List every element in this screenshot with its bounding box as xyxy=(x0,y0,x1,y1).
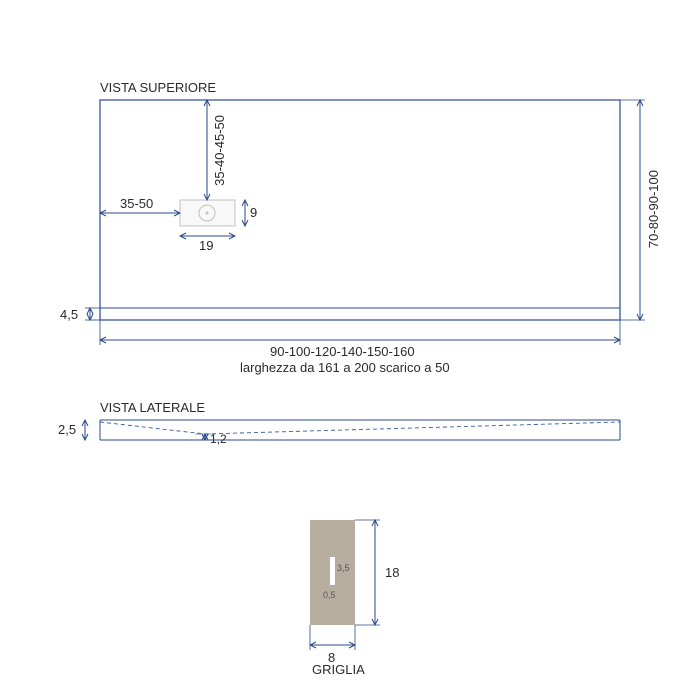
dim-drain-h: 9 xyxy=(250,205,257,220)
top-view-title: VISTA SUPERIORE xyxy=(100,80,216,95)
side-view xyxy=(85,420,620,440)
dim-drain-w: 19 xyxy=(199,238,213,253)
dim-band: 4,5 xyxy=(60,307,78,322)
dim-vert-offset: 35-40-45-50 xyxy=(212,115,227,186)
dim-side-h: 2,5 xyxy=(58,422,76,437)
dim-width-options: 90-100-120-140-150-160 xyxy=(270,344,415,359)
dim-height-options: 70-80-90-100 xyxy=(646,170,661,248)
griglia-label: GRIGLIA xyxy=(312,662,365,677)
griglia-view xyxy=(310,520,380,650)
dim-left-offset: 35-50 xyxy=(120,196,153,211)
dim-width-note: larghezza da 161 a 200 scarico a 50 xyxy=(240,360,450,375)
top-view xyxy=(85,100,645,345)
dim-side-depth: 1,2 xyxy=(210,432,227,446)
side-view-title: VISTA LATERALE xyxy=(100,400,205,415)
dim-slot-h: 3,5 xyxy=(337,563,350,573)
dim-slot-w: 0,5 xyxy=(323,590,336,600)
dim-griglia-h: 18 xyxy=(385,565,399,580)
